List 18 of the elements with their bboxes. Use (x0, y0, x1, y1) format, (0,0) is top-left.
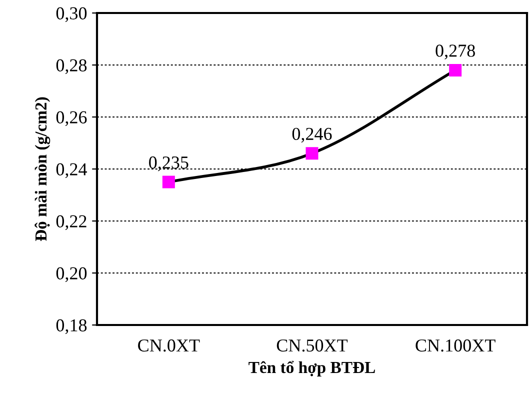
y-tick-label: 0,24 (56, 163, 87, 178)
x-tick-label: CN.0XT (138, 339, 200, 352)
data-label: 0,278 (436, 44, 475, 60)
x-tick-label: CN.100XT (416, 339, 496, 352)
x-axis-title: Tên tổ hợp BTĐL (248, 360, 375, 376)
point (162, 176, 175, 188)
y-tick-label: 0,28 (56, 59, 87, 74)
y-tick-label: 0,26 (56, 111, 87, 126)
y-tick-label: 0,20 (56, 267, 87, 282)
y-axis-title: Độ mài mòn (g/cm2) (34, 97, 50, 242)
y-tick-label: 0,18 (56, 319, 87, 334)
y-tick-label: 0,30 (56, 7, 87, 22)
x-tick-label: CN.50XT (276, 339, 348, 352)
point (306, 147, 318, 160)
data-label: 0,246 (292, 128, 332, 143)
y-tick-label: 0,22 (56, 215, 86, 230)
data-label: 0,235 (149, 156, 188, 172)
point (449, 64, 462, 76)
